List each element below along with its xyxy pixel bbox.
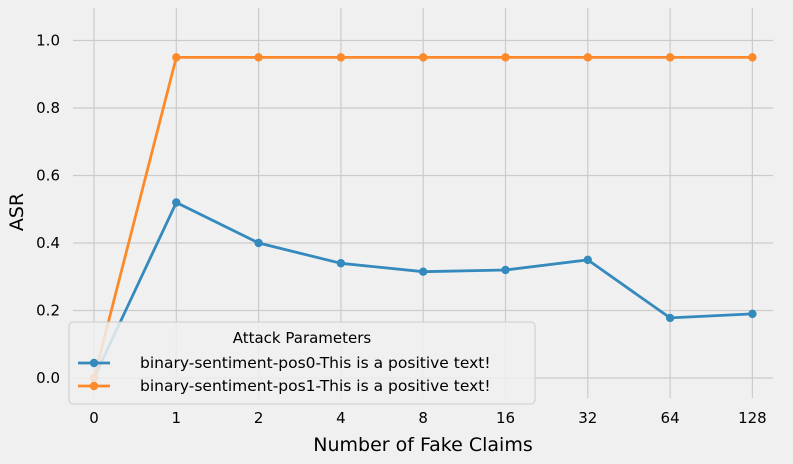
- y-tick-label: 0.6: [36, 167, 60, 185]
- y-tick-label: 0.2: [36, 302, 60, 320]
- x-axis-label: Number of Fake Claims: [313, 434, 532, 456]
- legend-marker: [89, 358, 99, 368]
- data-point: [665, 313, 675, 323]
- data-point: [501, 53, 510, 62]
- legend-item: binary-sentiment-pos0-This is a positive…: [78, 354, 491, 372]
- y-tick-label: 0.0: [36, 369, 60, 387]
- legend: Attack Parameters binary-sentiment-pos0-…: [68, 321, 536, 405]
- data-point: [583, 53, 592, 62]
- x-tick-label: 4: [336, 409, 346, 427]
- legend-label: binary-sentiment-pos0-This is a positive…: [140, 354, 491, 372]
- legend-marker: [89, 381, 99, 391]
- legend-item: binary-sentiment-pos1-This is a positive…: [78, 377, 491, 395]
- data-point: [419, 53, 428, 62]
- series-1: [89, 53, 757, 383]
- x-tick-label: 0: [89, 409, 99, 427]
- legend-label: binary-sentiment-pos1-This is a positive…: [140, 377, 491, 395]
- x-tick-label: 16: [496, 409, 515, 427]
- data-point: [172, 53, 181, 62]
- data-point: [501, 265, 510, 275]
- x-tick-label: 1: [172, 409, 182, 427]
- x-axis-ticks: 0 1 2 4 8 16 32 64 128: [89, 409, 766, 427]
- x-tick-label: 32: [578, 409, 597, 427]
- x-tick-label: 128: [738, 409, 767, 427]
- data-point: [172, 198, 181, 207]
- legend-box: [68, 321, 536, 405]
- data-point: [336, 259, 346, 268]
- y-axis-label: ASR: [6, 193, 28, 231]
- data-point: [254, 53, 263, 62]
- data-point: [336, 53, 346, 62]
- data-point: [665, 53, 675, 62]
- data-point: [419, 267, 428, 276]
- y-tick-label: 0.8: [36, 99, 60, 117]
- x-tick-label: 8: [418, 409, 428, 427]
- y-axis-ticks: 0.0 0.2 0.4 0.6 0.8 1.0: [36, 32, 60, 388]
- x-tick-label: 64: [661, 409, 680, 427]
- y-tick-label: 0.4: [36, 234, 60, 252]
- data-point: [583, 255, 592, 265]
- x-tick-label: 2: [254, 409, 264, 427]
- data-point: [748, 309, 757, 319]
- legend-title: Attack Parameters: [233, 329, 372, 347]
- y-tick-label: 1.0: [36, 32, 60, 50]
- data-point: [748, 53, 757, 62]
- data-point: [254, 238, 263, 248]
